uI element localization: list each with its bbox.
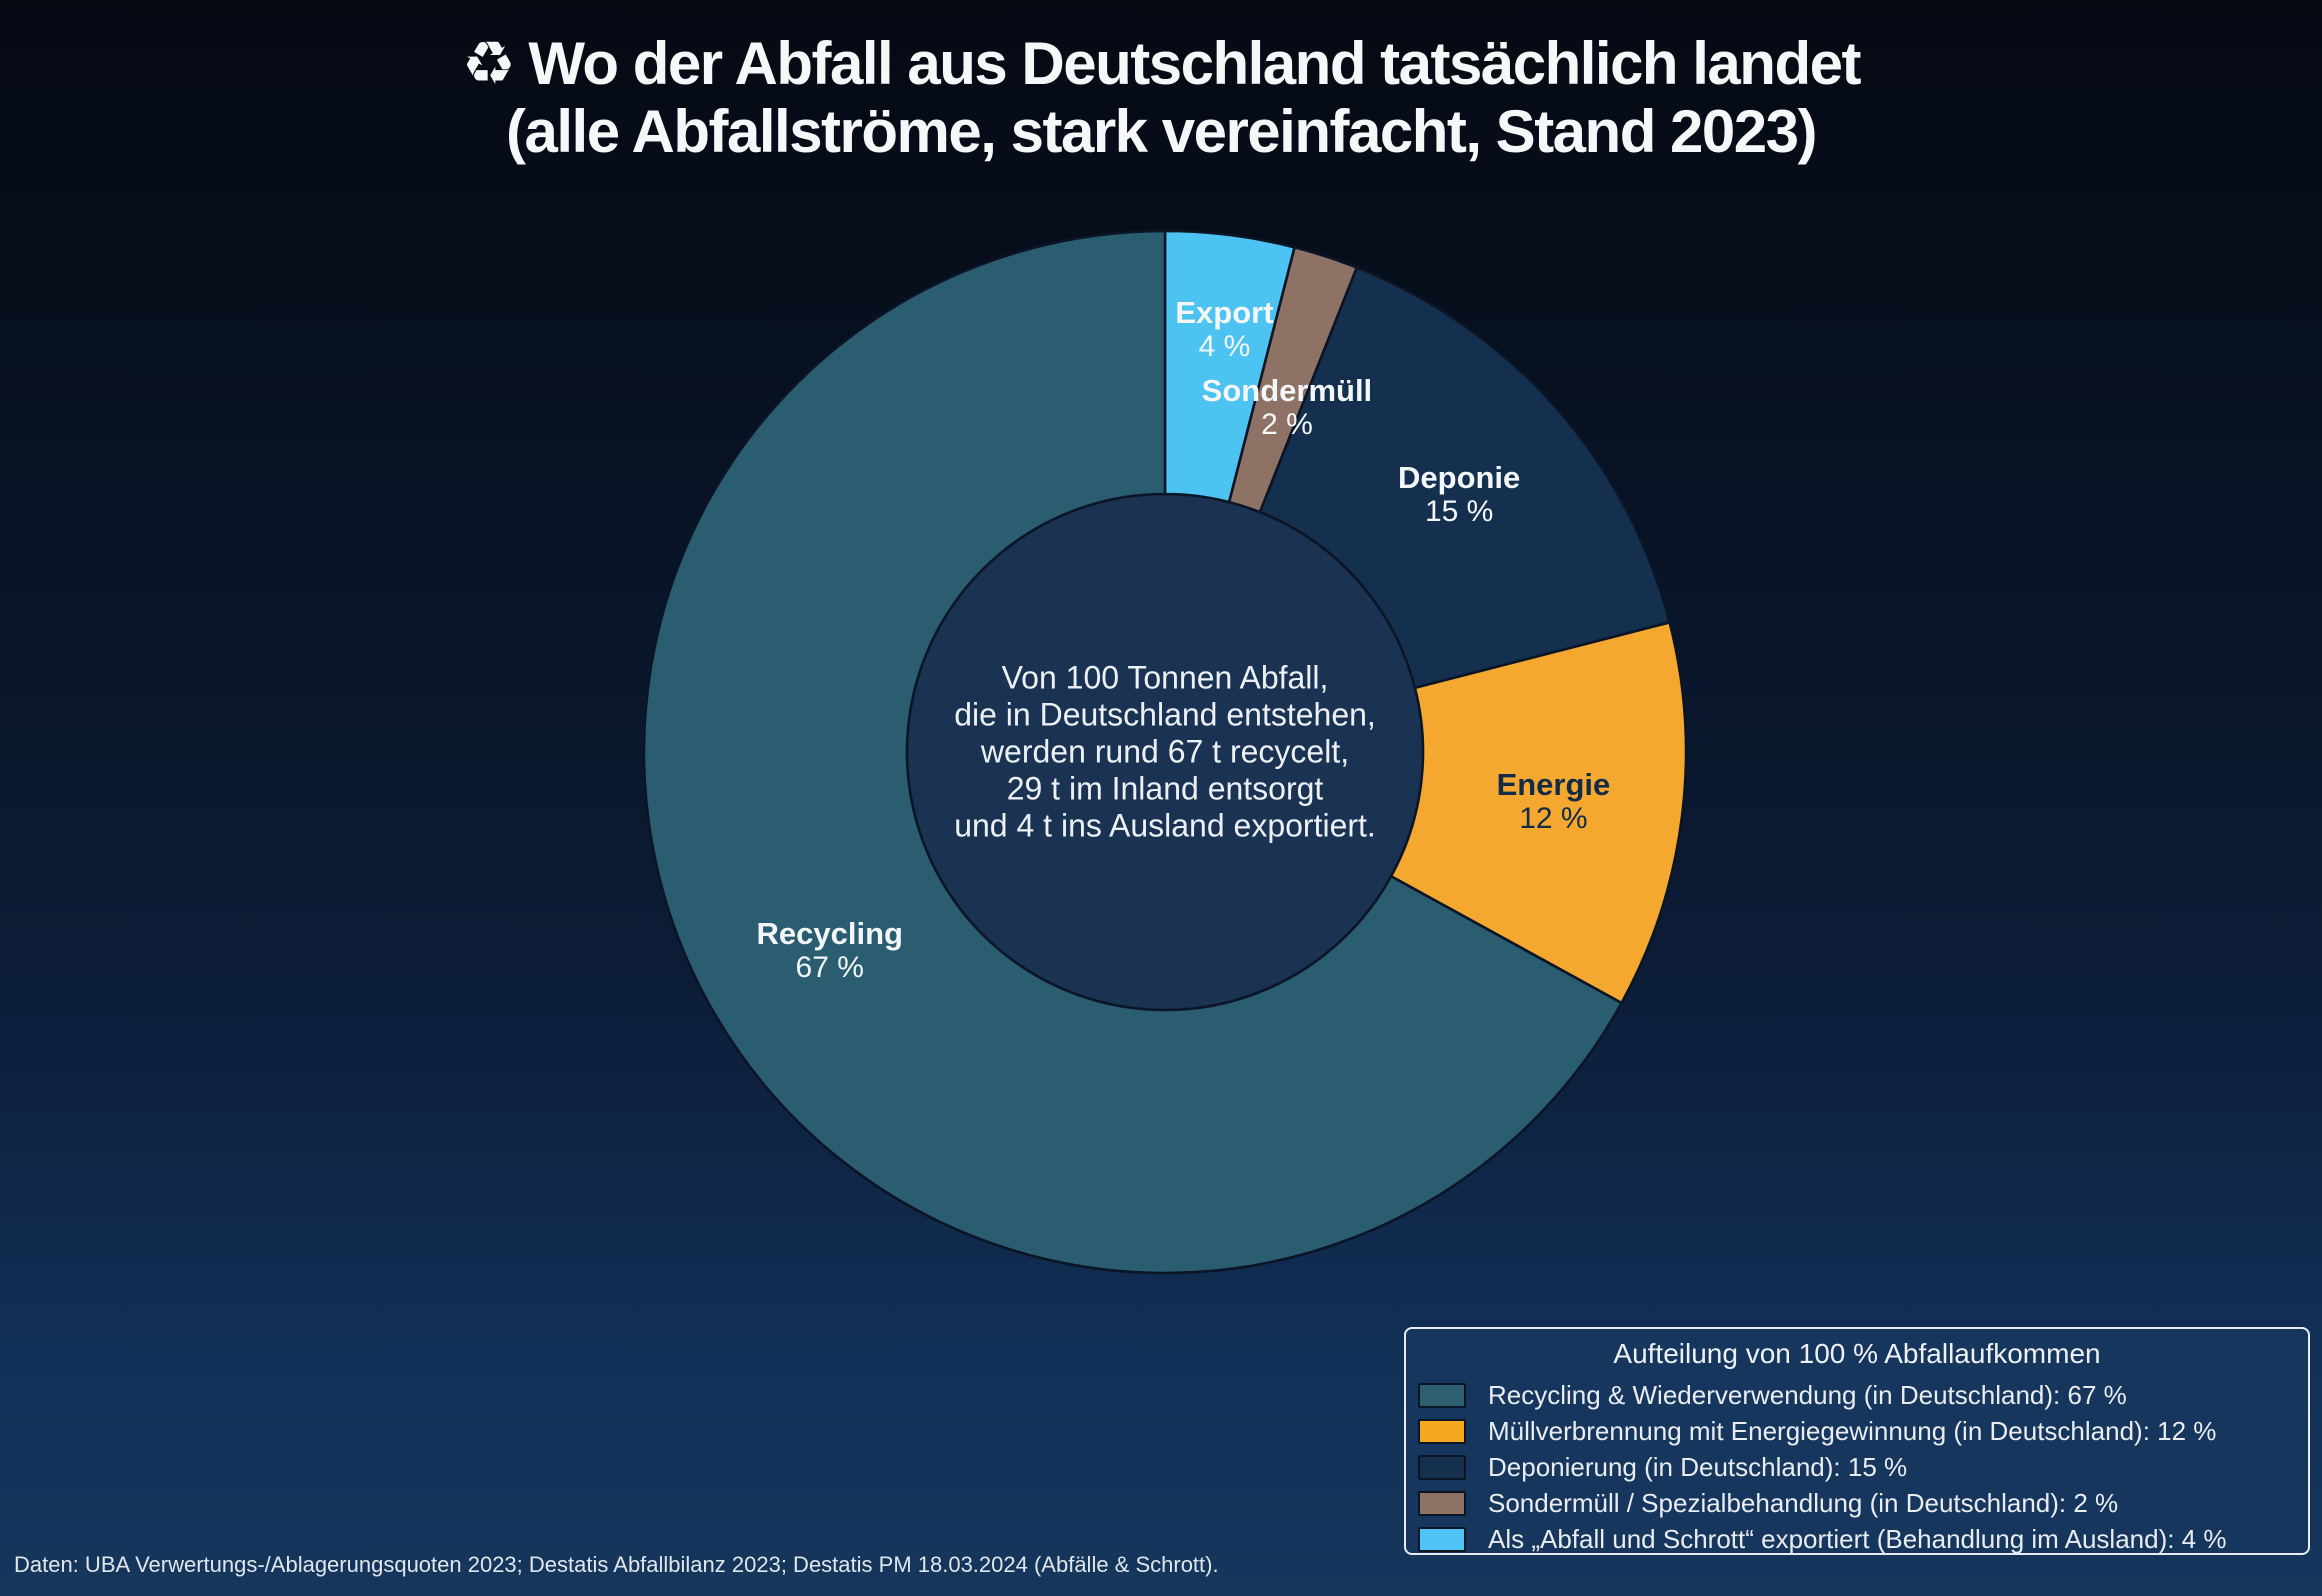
legend-item-label: Sondermüll / Spezialbehandlung (in Deuts…	[1488, 1487, 2119, 1518]
legend-item: Recycling & Wiederverwendung (in Deutsch…	[1418, 1377, 2296, 1413]
title-line-1-text: Wo der Abfall aus Deutschland tatsächlic…	[528, 30, 1861, 97]
legend-item: Sondermüll / Spezialbehandlung (in Deuts…	[1418, 1485, 2296, 1521]
slice-energie	[1389, 621, 1688, 1005]
legend-swatch	[1418, 1526, 1466, 1552]
slice-deponie	[1258, 266, 1671, 690]
page-title: ♻ Wo der Abfall aus Deutschland tatsächli…	[0, 30, 2322, 166]
donut-chart	[642, 229, 1688, 1275]
legend-item-label: Recycling & Wiederverwendung (in Deutsch…	[1488, 1379, 2127, 1410]
data-source-footer: Daten: UBA Verwertungs-/Ablagerungsquote…	[14, 1552, 1219, 1577]
legend-swatch	[1418, 1382, 1466, 1408]
legend-swatch	[1418, 1490, 1466, 1516]
title-line-2: (alle Abfallströme, stark vereinfacht, S…	[506, 98, 1817, 165]
legend: Aufteilung von 100 % Abfallaufkommen Rec…	[1404, 1327, 2310, 1555]
donut-hole	[907, 494, 1423, 1010]
legend-title: Aufteilung von 100 % Abfallaufkommen	[1613, 1338, 2101, 1369]
legend-item-label: Müllverbrennung mit Energiegewinnung (in…	[1488, 1415, 2217, 1446]
legend-rows: Recycling & Wiederverwendung (in Deutsch…	[1418, 1377, 2296, 1557]
title-line-1: ♻ Wo der Abfall aus Deutschland tatsächli…	[0, 30, 2322, 98]
recycle-icon: ♻	[462, 30, 516, 97]
legend-item-label: Deponierung (in Deutschland): 15 %	[1488, 1451, 1908, 1482]
legend-item-label: Als „Abfall und Schrott“ exportiert (Beh…	[1488, 1523, 2227, 1554]
legend-item: Als „Abfall und Schrott“ exportiert (Beh…	[1418, 1521, 2296, 1557]
legend-swatch	[1418, 1418, 1466, 1444]
legend-item: Müllverbrennung mit Energiegewinnung (in…	[1418, 1413, 2296, 1449]
slice-recycling	[642, 229, 1623, 1275]
legend-item: Deponierung (in Deutschland): 15 %	[1418, 1449, 2296, 1485]
legend-swatch	[1418, 1454, 1466, 1480]
